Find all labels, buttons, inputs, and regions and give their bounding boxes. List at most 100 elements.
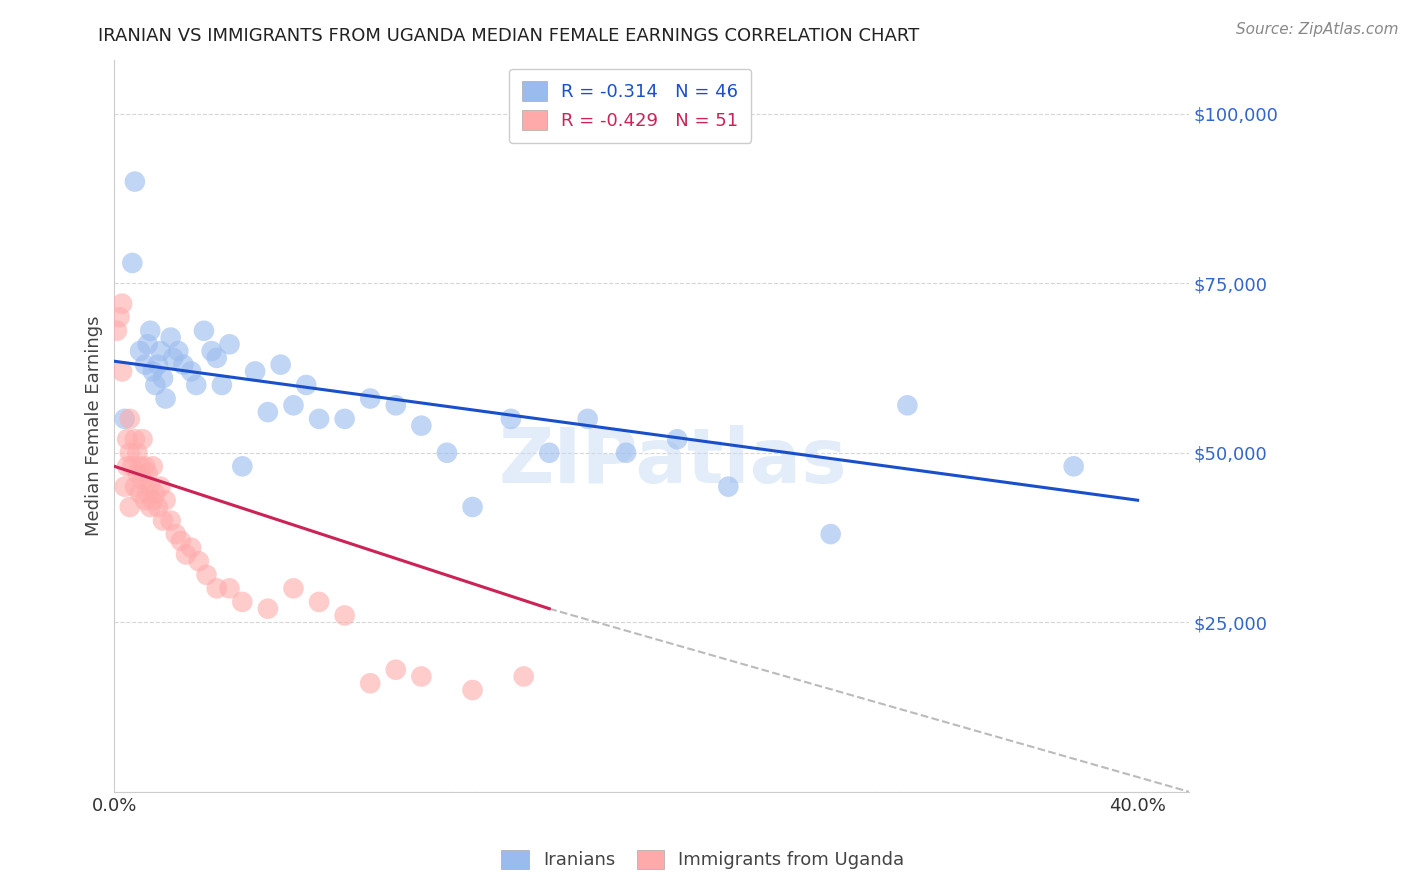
Point	[538, 446, 561, 460]
Point	[167, 344, 190, 359]
Text: IRANIAN VS IMMIGRANTS FROM UGANDA MEDIAN FEMALE EARNINGS CORRELATION CHART: IRANIAN VS IMMIGRANTS FROM UGANDA MEDIAN…	[98, 27, 920, 45]
Point	[111, 364, 134, 378]
Point	[499, 412, 522, 426]
Point	[139, 500, 162, 514]
Point	[105, 324, 128, 338]
Point	[411, 418, 433, 433]
Point	[165, 527, 187, 541]
Point	[436, 446, 458, 460]
Point	[134, 493, 156, 508]
Point	[231, 459, 253, 474]
Point	[187, 554, 209, 568]
Text: ZIPatlas: ZIPatlas	[499, 425, 848, 500]
Point	[359, 676, 381, 690]
Point	[115, 459, 138, 474]
Point	[134, 358, 156, 372]
Point	[1063, 459, 1085, 474]
Point	[461, 500, 484, 514]
Point	[149, 480, 172, 494]
Point	[146, 500, 169, 514]
Point	[159, 330, 181, 344]
Point	[131, 432, 153, 446]
Point	[170, 533, 193, 548]
Point	[127, 446, 149, 460]
Point	[308, 412, 330, 426]
Point	[205, 582, 228, 596]
Point	[124, 480, 146, 494]
Point	[193, 324, 215, 338]
Point	[174, 548, 197, 562]
Point	[146, 358, 169, 372]
Point	[283, 398, 305, 412]
Point	[142, 459, 165, 474]
Point	[124, 175, 146, 189]
Point	[461, 683, 484, 698]
Point	[127, 466, 149, 480]
Point	[118, 500, 141, 514]
Legend: R = -0.314   N = 46, R = -0.429   N = 51: R = -0.314 N = 46, R = -0.429 N = 51	[509, 69, 751, 143]
Point	[118, 446, 141, 460]
Point	[129, 486, 152, 500]
Point	[114, 480, 136, 494]
Point	[295, 378, 318, 392]
Point	[231, 595, 253, 609]
Point	[114, 412, 136, 426]
Point	[308, 595, 330, 609]
Point	[136, 486, 159, 500]
Point	[385, 398, 408, 412]
Point	[115, 432, 138, 446]
Point	[142, 364, 165, 378]
Point	[576, 412, 599, 426]
Point	[134, 459, 156, 474]
Point	[136, 466, 159, 480]
Point	[614, 446, 637, 460]
Point	[411, 669, 433, 683]
Point	[118, 412, 141, 426]
Point	[257, 601, 280, 615]
Point	[121, 459, 143, 474]
Point	[129, 459, 152, 474]
Point	[333, 608, 356, 623]
Point	[180, 364, 202, 378]
Point	[131, 473, 153, 487]
Point	[152, 514, 174, 528]
Point	[172, 358, 194, 372]
Point	[385, 663, 408, 677]
Point	[896, 398, 918, 412]
Point	[121, 256, 143, 270]
Point	[108, 310, 131, 325]
Point	[270, 358, 292, 372]
Point	[180, 541, 202, 555]
Point	[243, 364, 266, 378]
Point	[143, 486, 166, 500]
Point	[159, 514, 181, 528]
Text: Source: ZipAtlas.com: Source: ZipAtlas.com	[1236, 22, 1399, 37]
Point	[152, 371, 174, 385]
Point	[162, 351, 184, 365]
Point	[218, 337, 240, 351]
Point	[143, 378, 166, 392]
Point	[512, 669, 534, 683]
Point	[211, 378, 233, 392]
Point	[218, 582, 240, 596]
Point	[717, 480, 740, 494]
Point	[257, 405, 280, 419]
Point	[111, 296, 134, 310]
Point	[142, 493, 165, 508]
Point	[136, 337, 159, 351]
Point	[359, 392, 381, 406]
Point	[205, 351, 228, 365]
Point	[333, 412, 356, 426]
Point	[666, 432, 689, 446]
Point	[149, 344, 172, 359]
Point	[283, 582, 305, 596]
Point	[820, 527, 842, 541]
Point	[155, 392, 177, 406]
Point	[124, 432, 146, 446]
Point	[201, 344, 224, 359]
Y-axis label: Median Female Earnings: Median Female Earnings	[86, 316, 103, 536]
Point	[139, 480, 162, 494]
Legend: Iranians, Immigrants from Uganda: Iranians, Immigrants from Uganda	[492, 840, 914, 879]
Point	[155, 493, 177, 508]
Point	[186, 378, 208, 392]
